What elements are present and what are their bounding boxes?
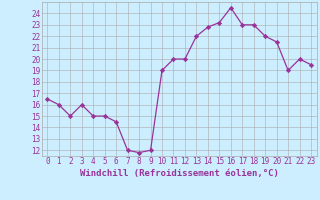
- X-axis label: Windchill (Refroidissement éolien,°C): Windchill (Refroidissement éolien,°C): [80, 169, 279, 178]
